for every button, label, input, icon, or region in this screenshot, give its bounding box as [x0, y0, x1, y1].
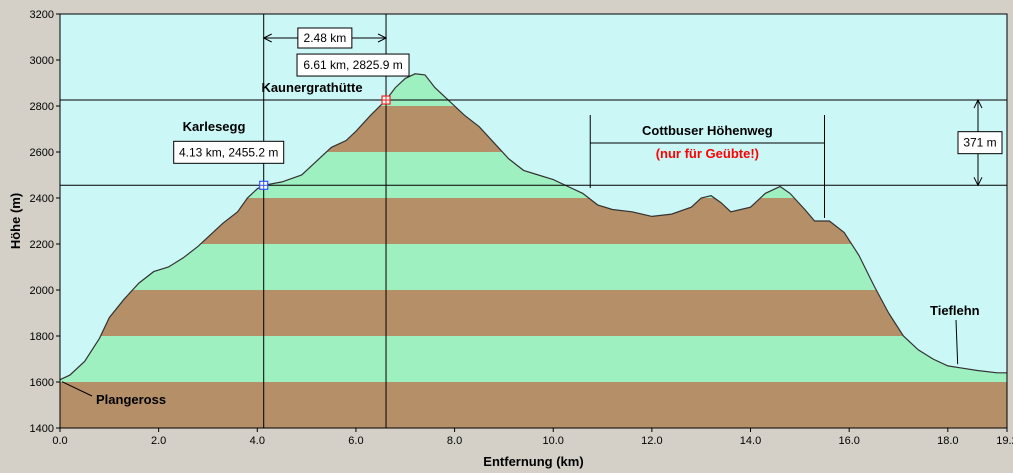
y-tick-label: 3000 — [30, 55, 54, 67]
x-tick-label: 18.0 — [937, 435, 958, 447]
x-tick-label: 12.0 — [641, 435, 662, 447]
elevation-band — [60, 336, 1007, 382]
place-leader-plangeross — [61, 381, 93, 397]
route-section-name: Cottbuser Höhenweg — [642, 123, 773, 138]
axes: 0.0 2.0 4.0 6.0 8.0 10.0 12.0 14.0 16.0 18.0 19.2 1… — [8, 9, 1013, 469]
marker-label-box-2 — [296, 53, 410, 77]
measurement-guides: 2.48 km 371 m — [60, 14, 1007, 428]
place-leader-tieflehn — [955, 319, 959, 365]
elevation-band — [60, 382, 1007, 428]
distance-label-box — [297, 27, 353, 49]
marker-label-1: 4.13 km, 2455.2 m — [179, 145, 278, 159]
elevation-diff-box — [957, 131, 1003, 155]
x-tick-label: 14.0 — [740, 435, 761, 447]
y-tick-label: 1600 — [30, 377, 54, 389]
place-label-karlesegg: Karlesegg — [183, 119, 246, 134]
x-tick-label: 0.0 — [52, 435, 67, 447]
y-tick-label: 2200 — [30, 239, 54, 251]
x-tick-label: 19.2 — [996, 435, 1013, 447]
y-tick-label: 2800 — [30, 101, 54, 113]
elevation-diff-label: 371 m — [963, 136, 996, 150]
x-tick-label: 10.0 — [543, 435, 564, 447]
elevation-arrow-head-bottom — [973, 177, 983, 187]
place-label-kaunergrathuette: Kaunergrathütte — [261, 80, 362, 95]
marker-label-box-1 — [173, 140, 285, 164]
annotations: 4.13 km, 2455.2 m 6.61 km, 2825.9 m Karles… — [61, 53, 980, 407]
plot-frame — [59, 13, 1008, 429]
x-tick-label: 4.0 — [250, 435, 265, 447]
x-tick-label: 16.0 — [838, 435, 859, 447]
y-tick-label: 1800 — [30, 331, 54, 343]
y-tick-label: 3200 — [30, 9, 54, 21]
x-axis-title: Entfernung (km) — [483, 454, 583, 469]
distance-arrow-head-right — [377, 33, 388, 43]
y-tick-label: 2400 — [30, 193, 54, 205]
x-tick-label: 8.0 — [447, 435, 462, 447]
route-section-note: (nur für Geübte!) — [656, 146, 759, 161]
elevation-band — [60, 244, 1007, 290]
x-tick-label: 6.0 — [348, 435, 363, 447]
profile-line — [59, 73, 1007, 381]
y-axis-title: Höhe (m) — [8, 193, 23, 249]
elevation-arrow-head-top — [973, 98, 983, 109]
x-tick-label: 2.0 — [151, 435, 166, 447]
y-tick-label: 2600 — [30, 147, 54, 159]
distance-label: 2.48 km — [304, 31, 347, 45]
y-tick-label: 1400 — [30, 423, 54, 435]
place-label-plangeross: Plangeross — [96, 392, 166, 407]
distance-arrow-head-left — [262, 33, 272, 43]
place-label-tieflehn: Tieflehn — [930, 303, 980, 318]
marker-label-2: 6.61 km, 2825.9 m — [303, 58, 402, 72]
elevation-band — [60, 290, 1007, 336]
y-tick-label: 2000 — [30, 285, 54, 297]
